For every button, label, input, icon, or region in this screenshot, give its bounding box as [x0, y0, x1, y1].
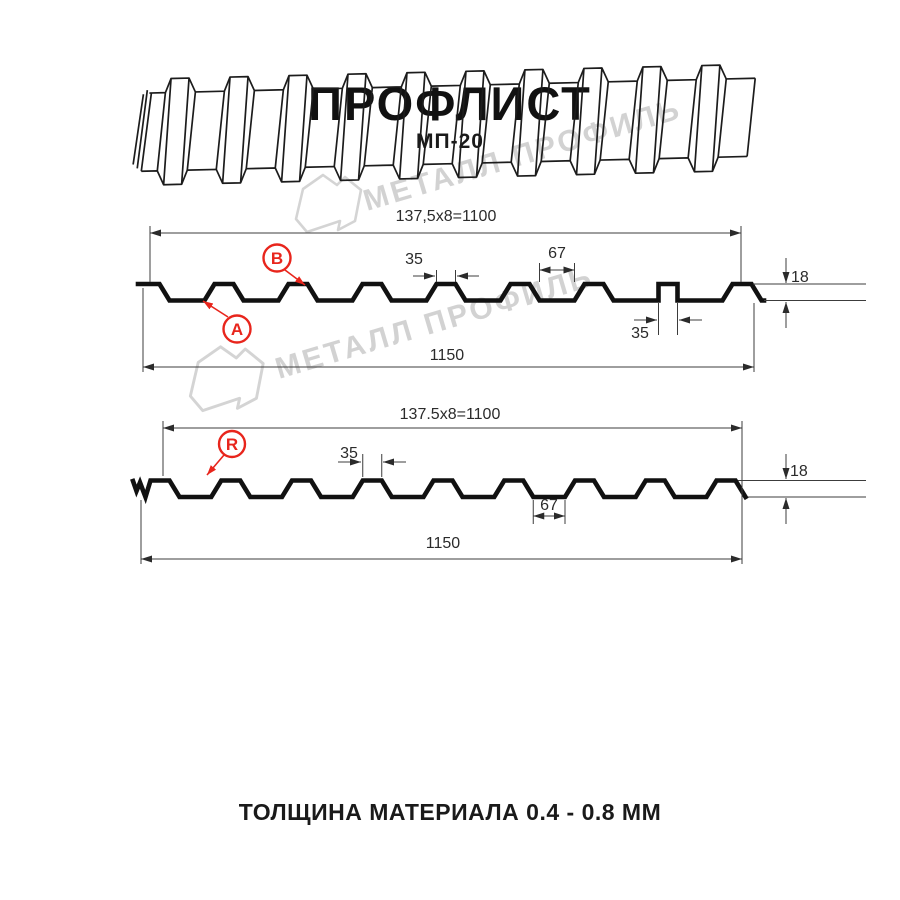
valley-width-label: 67	[540, 497, 558, 514]
marker-b-letter: B	[271, 249, 283, 268]
module-dimension-label: 137.5x8=1100	[400, 406, 501, 423]
overall-width-label: 1150	[426, 535, 461, 552]
watermark-middle: МЕТАЛЛ ПРОФИЛЬ	[188, 260, 598, 413]
valley-width-label: 67	[548, 245, 566, 262]
cross-section-top: 137,5x8=1100 35 67 18 35 1150 A B	[135, 208, 866, 372]
material-thickness-note: ТОЛЩИНА МАТЕРИАЛА 0.4 - 0.8 ММ	[238, 799, 662, 825]
marker-r-arrow	[206, 454, 225, 476]
marker-b-circle	[262, 243, 292, 273]
sheet-3d-near-edge	[141, 155, 748, 186]
profile-drawing-canvas: МЕТАЛЛ ПРОФИЛЬ МЕТАЛЛ ПРОФИЛЬ 137,5x8=11…	[130, 64, 866, 564]
rib-width-label: 35	[405, 251, 423, 268]
sheet-3d-view	[132, 64, 757, 186]
sheet-3d-far-edge	[149, 64, 756, 94]
marker-r-circle	[217, 429, 247, 459]
metall-profil-logo-icon	[294, 173, 363, 234]
marker-r: R	[206, 429, 247, 476]
overall-width-label: 1150	[430, 347, 465, 364]
profile-model-subtitle: МП-20	[416, 130, 484, 153]
height-label: 18	[791, 269, 809, 286]
marker-a-letter: A	[231, 320, 243, 339]
marker-a-arrow	[202, 300, 229, 318]
extension-lines	[140, 421, 866, 564]
metall-profil-logo-icon	[188, 345, 265, 413]
marker-b-arrow	[284, 269, 306, 286]
profile-outline	[135, 281, 767, 303]
cross-section-bottom: 137.5x8=1100 35 18 67 1150 R	[130, 406, 866, 564]
profile-outline	[130, 476, 749, 505]
marker-b: B	[262, 243, 306, 286]
marker-a: A	[202, 300, 252, 344]
marker-a-circle	[222, 314, 252, 344]
sheet-3d-cut-edges	[132, 78, 757, 172]
height-label: 18	[790, 463, 808, 480]
module-dimension-label: 137,5x8=1100	[396, 208, 497, 225]
rib-width-label: 35	[340, 445, 358, 462]
sheet-3d-rib-fold-lines	[156, 65, 728, 185]
overlap-rib-width-label: 35	[631, 325, 649, 342]
marker-r-letter: R	[226, 435, 238, 454]
